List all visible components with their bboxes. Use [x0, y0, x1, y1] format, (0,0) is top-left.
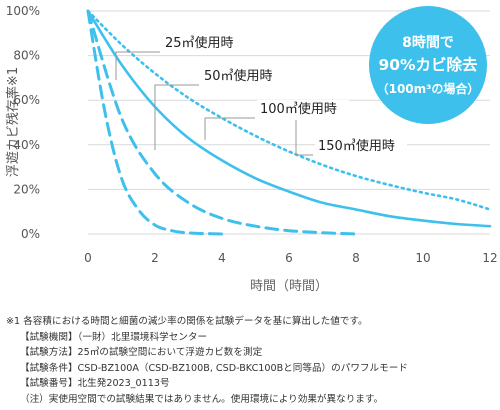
label-leader-line: [204, 117, 255, 140]
badge-line-3: （100m³の場合）: [377, 81, 480, 96]
series-label: 100㎥使用時: [260, 101, 337, 117]
x-tick-label: 8: [352, 251, 360, 265]
footnote-line: 【試験機関】（一財）北里環境科学センター: [20, 331, 208, 343]
y-tick-label: 100%: [6, 4, 40, 18]
badge-circle: [369, 6, 487, 124]
badge-line-1: 8時間で: [402, 34, 454, 51]
footnote: ※1 各容積における時間と細菌の減少率の関係を試験データを基に算出した値です。 …: [6, 314, 496, 408]
label-leader-line: [295, 120, 313, 156]
series-line-1: [86, 9, 224, 236]
x-tick-label: 6: [285, 251, 293, 265]
y-tick-label: 0%: [21, 227, 40, 241]
series-label-bg: [257, 100, 349, 118]
y-tick-label: 80%: [13, 49, 40, 63]
footnote-line: 【試験条件】CSD-BZ100A（CSD-BZ100B, CSD-BKC100B…: [20, 362, 408, 374]
x-tick-label: 4: [218, 251, 226, 265]
tick-labels: 0% 20% 40% 60% 80% 100% 0 2 4 6 8 10 12: [6, 4, 498, 265]
footnote-line: 【試験番号】北生発2023_0113号: [20, 378, 170, 390]
series-labels: 25㎥使用時 50㎥使用時 100㎥使用時 150㎥使用時: [162, 34, 407, 155]
x-tick-label: 2: [151, 251, 159, 265]
x-axis-label: 時間（時間）: [250, 279, 328, 294]
series-line-4: [86, 9, 492, 211]
y-tick-label: 40%: [13, 138, 40, 152]
series-label-bg: [315, 137, 407, 155]
footnote-line: ※1 各容積における時間と細菌の減少率の関係を試験データを基に算出した値です。: [6, 316, 368, 327]
series-label: 25㎥使用時: [165, 35, 234, 51]
footnote-line: 【試験方法】25㎥の試験空間において浮遊カビ数を測定: [20, 347, 263, 359]
y-tick-label: 60%: [13, 93, 40, 107]
series-label: 50㎥使用時: [204, 68, 273, 84]
label-leader-line: [115, 51, 160, 80]
label-leader-line: [154, 84, 199, 150]
badge-line-2: 90%カビ除去: [378, 55, 478, 74]
series-label: 150㎥使用時: [318, 138, 395, 154]
label-leaders: [115, 51, 313, 156]
mold-reduction-chart: 0% 20% 40% 60% 80% 100% 0 2 4 6 8 10 12 25㎥使用時 50㎥使用時…: [5, 4, 498, 294]
series-line-2: [86, 9, 358, 236]
x-tick-label: 0: [84, 251, 92, 265]
footnote-line: （注）実使用空間での試験結果ではありません。使用環境により効果が異なります。: [20, 393, 384, 405]
series-label-bg: [201, 67, 293, 85]
y-axis-label: 浮遊カビ残存率※1: [5, 67, 21, 177]
x-tick-label: 12: [482, 251, 497, 265]
y-tick-label: 20%: [13, 182, 40, 196]
series-label-bg: [162, 34, 254, 52]
result-badge: 8時間で 90%カビ除去 （100m³の場合）: [369, 6, 487, 124]
x-tick-label: 10: [415, 251, 430, 265]
